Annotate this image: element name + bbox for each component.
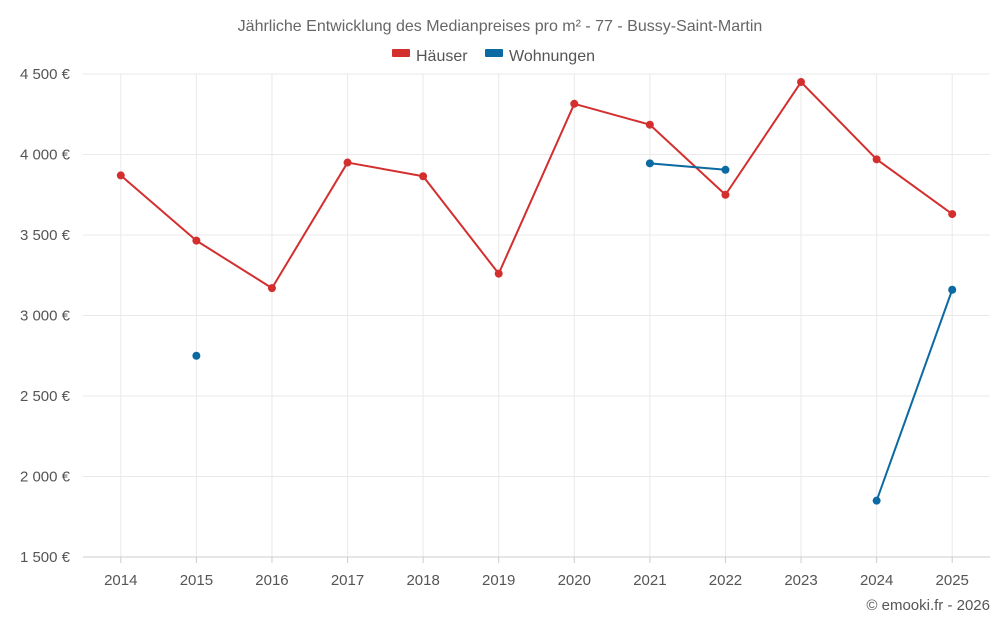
chart-title: Jährliche Entwicklung des Medianpreises … [238, 18, 763, 35]
y-tick-label: 4 000 € [20, 147, 71, 164]
data-point-haeuser [948, 210, 957, 219]
legend-swatch-wohnungen [485, 49, 503, 57]
series-line-haeuser [120, 81, 953, 290]
series-line-wohnungen [649, 162, 726, 171]
x-tick-label: 2023 [784, 572, 817, 589]
x-tick-label: 2025 [936, 572, 969, 589]
legend-item-haeuser[interactable]: Häuser [392, 48, 468, 65]
x-tick-label: 2016 [255, 572, 288, 589]
x-tick-label: 2024 [860, 572, 893, 589]
data-point-haeuser [267, 284, 276, 293]
y-tick-label: 3 000 € [20, 308, 71, 325]
data-point-haeuser [872, 155, 881, 164]
data-point-wohnungen [192, 351, 201, 360]
credit-text: © emooki.fr - 2026 [866, 597, 990, 614]
axes: 1 500 € 2 000 € 2 500 € 3 000 € 3 500 € 4 000… [20, 66, 990, 589]
data-point-wohnungen [872, 496, 881, 505]
legend-label-wohnungen: Wohnungen [509, 48, 595, 65]
y-tick-label: 2 000 € [20, 469, 71, 486]
data-point-haeuser [570, 99, 579, 108]
data-point-wohnungen [948, 285, 957, 294]
grid [83, 73, 990, 557]
data-point-wohnungen [721, 165, 730, 174]
legend: Häuser Wohnungen [392, 48, 595, 65]
legend-item-wohnungen[interactable]: Wohnungen [485, 48, 595, 65]
data-point-haeuser [116, 171, 125, 180]
x-tick-label: 2022 [709, 572, 742, 589]
x-tick-label: 2018 [406, 572, 439, 589]
x-tick-label: 2021 [633, 572, 666, 589]
data-point-haeuser [721, 190, 730, 199]
x-tick-label: 2019 [482, 572, 515, 589]
x-tick-label: 2015 [180, 572, 213, 589]
y-tick-label: 1 500 € [20, 549, 71, 566]
y-tick-label: 2 500 € [20, 388, 71, 405]
y-tick-label: 3 500 € [20, 227, 71, 244]
y-tick-label: 4 500 € [20, 66, 71, 83]
data-point-haeuser [419, 172, 428, 181]
x-tick-label: 2020 [558, 572, 591, 589]
legend-label-haeuser: Häuser [416, 48, 468, 65]
legend-swatch-haeuser [392, 49, 410, 57]
x-tick-label: 2017 [331, 572, 364, 589]
x-tick-label: 2014 [104, 572, 137, 589]
data-point-wohnungen [645, 159, 654, 168]
series-line-wohnungen [875, 289, 954, 501]
series [116, 78, 957, 505]
data-point-haeuser [797, 78, 806, 87]
data-point-haeuser [343, 158, 352, 167]
data-point-haeuser [494, 269, 503, 278]
data-point-haeuser [645, 120, 654, 129]
data-point-haeuser [192, 236, 201, 245]
